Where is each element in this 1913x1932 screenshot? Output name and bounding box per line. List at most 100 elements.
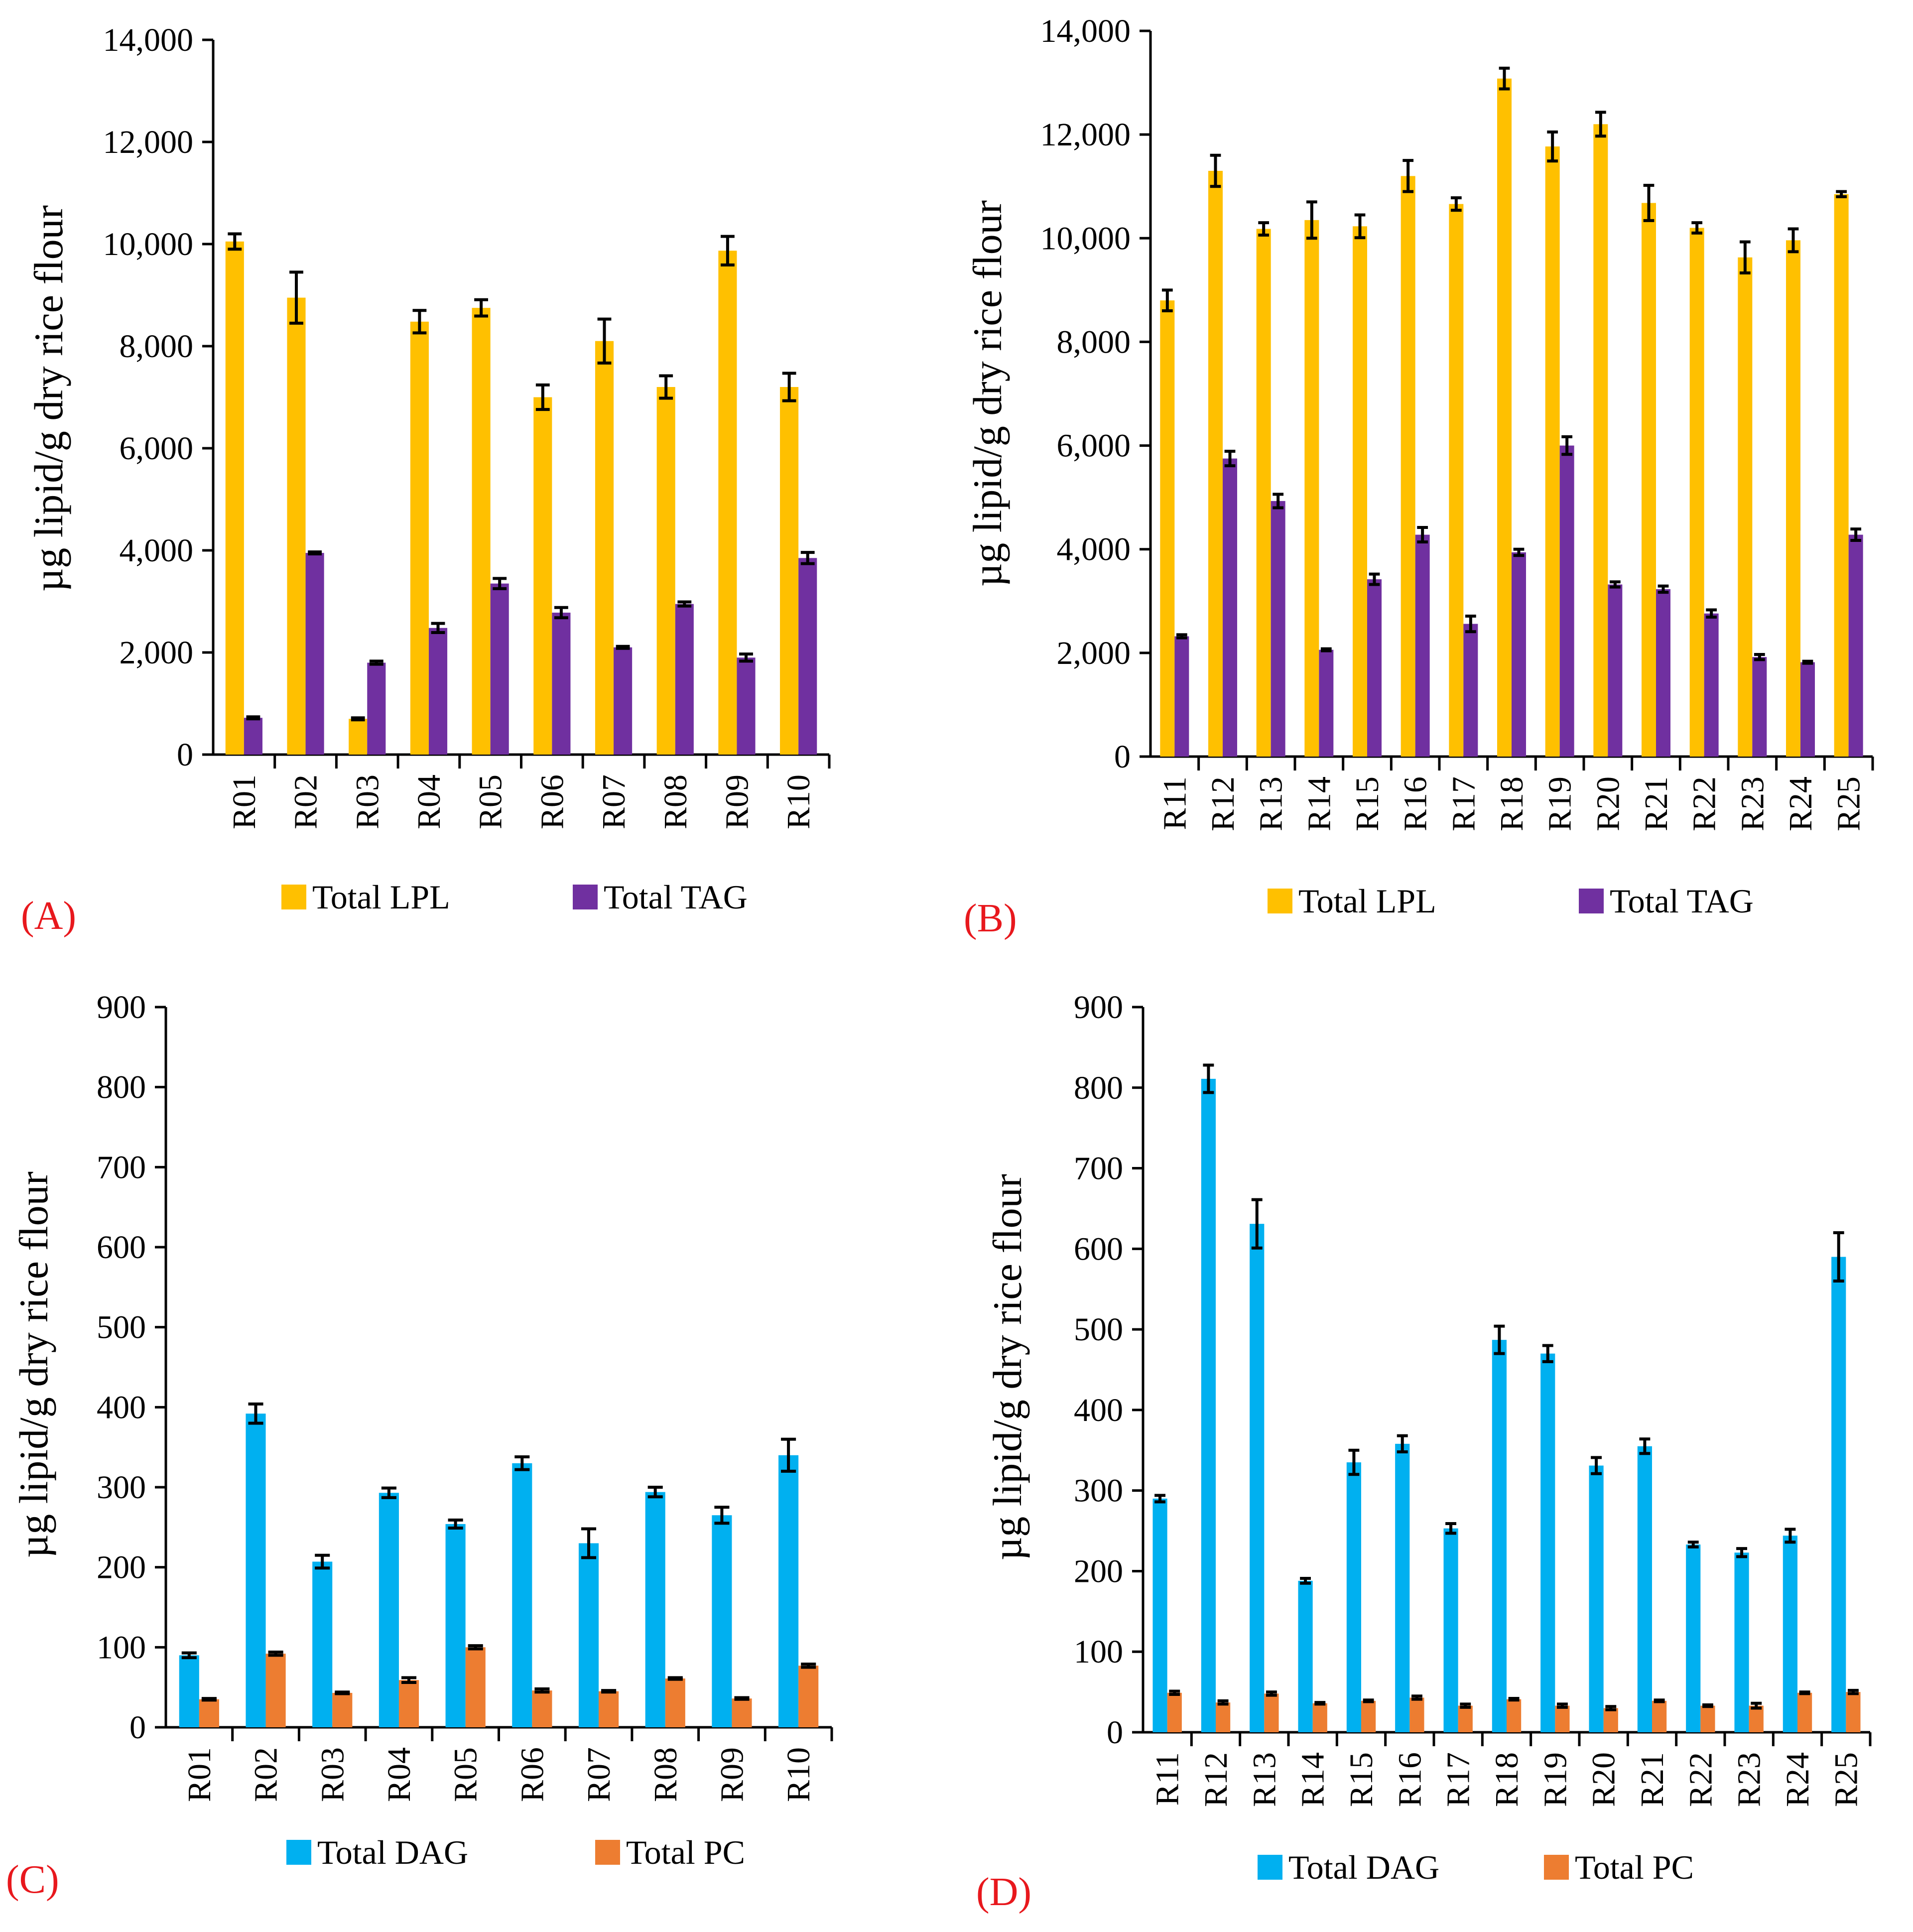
bar-total-tag xyxy=(490,583,509,755)
x-tick-label: R20 xyxy=(1590,776,1626,831)
x-tick-label: R25 xyxy=(1831,776,1867,831)
x-tick-label: R21 xyxy=(1634,1752,1670,1807)
bar-total-tag xyxy=(1223,458,1237,757)
bar-total-lpl xyxy=(595,341,614,755)
y-tick-label: 2,000 xyxy=(120,635,194,671)
bar-total-tag xyxy=(1271,501,1285,757)
x-tick-label: R06 xyxy=(534,774,570,829)
legend-swatch xyxy=(286,1840,311,1865)
x-tick-label: R05 xyxy=(448,1747,484,1802)
bar-total-dag xyxy=(1637,1446,1652,1732)
legend-label: Total TAG xyxy=(604,878,748,916)
legend-swatch xyxy=(1268,889,1292,913)
bar-total-tag xyxy=(1512,552,1526,757)
x-tick-label: R09 xyxy=(719,774,755,829)
bar-total-tag xyxy=(367,662,386,755)
bar-total-dag xyxy=(712,1515,732,1727)
y-tick-label: 200 xyxy=(1074,1553,1123,1589)
bar-total-tag xyxy=(1704,613,1719,757)
legend-swatch xyxy=(1544,1855,1569,1880)
y-tick-label: 500 xyxy=(97,1309,146,1346)
bar-total-dag xyxy=(645,1492,665,1727)
bar-total-tag xyxy=(552,613,571,755)
y-tick-label: 12,000 xyxy=(1040,117,1131,153)
x-tick-label: R07 xyxy=(596,774,632,829)
x-tick-label: R18 xyxy=(1489,1752,1525,1807)
y-tick-label: 800 xyxy=(1074,1070,1123,1106)
x-tick-label: R23 xyxy=(1734,776,1771,831)
y-tick-label: 0 xyxy=(1107,1714,1123,1751)
bar-total-lpl xyxy=(533,397,552,755)
x-tick-label: R18 xyxy=(1494,776,1530,831)
y-tick-label: 4,000 xyxy=(1057,531,1131,568)
bar-total-pc xyxy=(1409,1697,1424,1732)
x-tick-label: R20 xyxy=(1586,1752,1622,1807)
legend-label: Total DAG xyxy=(1288,1848,1439,1886)
bar-total-dag xyxy=(1589,1465,1604,1732)
bar-total-dag xyxy=(312,1561,333,1727)
x-tick-label: R15 xyxy=(1349,776,1386,831)
bar-total-lpl xyxy=(1304,220,1319,757)
bar-total-dag xyxy=(1540,1353,1555,1732)
bar-total-lpl xyxy=(1208,170,1223,757)
bar-total-pc xyxy=(1167,1692,1182,1732)
bar-total-tag xyxy=(675,604,694,755)
bar-total-pc xyxy=(1555,1705,1570,1732)
bar-total-lpl xyxy=(1497,78,1512,757)
bar-total-tag xyxy=(798,558,817,755)
bar-total-dag xyxy=(778,1455,799,1727)
legend-swatch xyxy=(1579,889,1604,913)
legend-swatch xyxy=(281,885,306,909)
bar-total-tag xyxy=(1800,662,1815,757)
x-tick-label: R10 xyxy=(780,774,817,829)
bar-total-tag xyxy=(1848,534,1863,757)
bar-total-dag xyxy=(1298,1580,1313,1732)
x-tick-label: R17 xyxy=(1445,776,1482,831)
legend-swatch xyxy=(573,885,598,909)
bar-total-dag xyxy=(578,1543,599,1727)
bar-total-pc xyxy=(798,1666,819,1727)
bar-total-lpl xyxy=(780,387,799,755)
bar-total-pc xyxy=(732,1698,752,1727)
y-tick-label: 100 xyxy=(1074,1634,1123,1670)
x-tick-label: R05 xyxy=(473,774,509,829)
x-tick-label: R10 xyxy=(780,1747,817,1802)
x-tick-label: R04 xyxy=(411,774,447,829)
bar-total-lpl xyxy=(1160,300,1175,757)
y-tick-label: 14,000 xyxy=(103,22,194,58)
y-tick-label: 6,000 xyxy=(1057,428,1131,464)
legend-swatch xyxy=(595,1840,620,1865)
bar-total-lpl xyxy=(656,387,675,755)
bar-total-tag xyxy=(244,718,262,755)
bar-total-dag xyxy=(1395,1443,1410,1732)
bar-total-pc xyxy=(398,1680,419,1727)
y-tick-label: 4,000 xyxy=(120,532,194,569)
x-tick-label: R16 xyxy=(1392,1752,1428,1807)
y-tick-label: 100 xyxy=(97,1629,146,1666)
y-tick-label: 0 xyxy=(129,1709,146,1746)
bar-total-pc xyxy=(1797,1692,1812,1732)
legend-swatch xyxy=(1258,1855,1282,1880)
x-tick-label: R11 xyxy=(1149,1752,1186,1806)
legend-label: Total PC xyxy=(626,1833,745,1871)
bar-total-pc xyxy=(1216,1702,1231,1732)
bar-total-lpl xyxy=(1786,240,1800,757)
y-tick-label: 300 xyxy=(97,1469,146,1506)
bar-total-lpl xyxy=(1738,257,1753,757)
legend-label: Total TAG xyxy=(1610,882,1754,920)
y-tick-label: 0 xyxy=(1114,739,1131,775)
x-tick-label: R22 xyxy=(1682,1752,1719,1807)
y-tick-label: 600 xyxy=(1074,1231,1123,1267)
y-tick-label: 900 xyxy=(1074,989,1123,1026)
bar-total-dag xyxy=(379,1493,399,1727)
bar-total-dag xyxy=(1734,1552,1749,1732)
bar-total-tag xyxy=(428,628,448,755)
y-tick-label: 200 xyxy=(97,1549,146,1586)
bar-total-lpl xyxy=(1642,203,1656,757)
y-tick-label: 600 xyxy=(97,1229,146,1266)
x-tick-label: R08 xyxy=(657,774,694,829)
y-tick-label: 0 xyxy=(177,737,193,773)
bar-total-pc xyxy=(599,1691,619,1727)
bar-total-tag xyxy=(1367,579,1382,757)
